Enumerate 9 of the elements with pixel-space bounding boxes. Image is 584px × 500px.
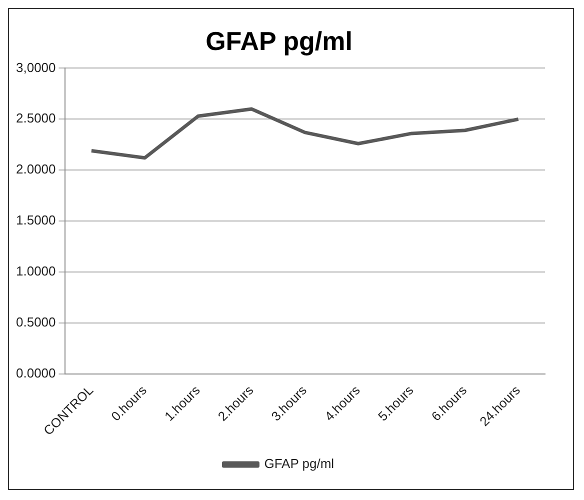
y-tick-label: 1.5000 [16,212,56,228]
y-tick-label: 1.0000 [16,264,56,279]
y-tick-label: 3,0000 [16,60,56,75]
legend-label: GFAP pg/ml [264,456,334,472]
y-tick-label: 0.5000 [16,314,56,330]
chart-title: GFAP pg/ml [206,26,352,56]
y-tick-label: 2.5000 [16,110,56,126]
y-tick-label: 0.0000 [16,366,56,381]
y-tick-label: 2.0000 [16,162,56,177]
